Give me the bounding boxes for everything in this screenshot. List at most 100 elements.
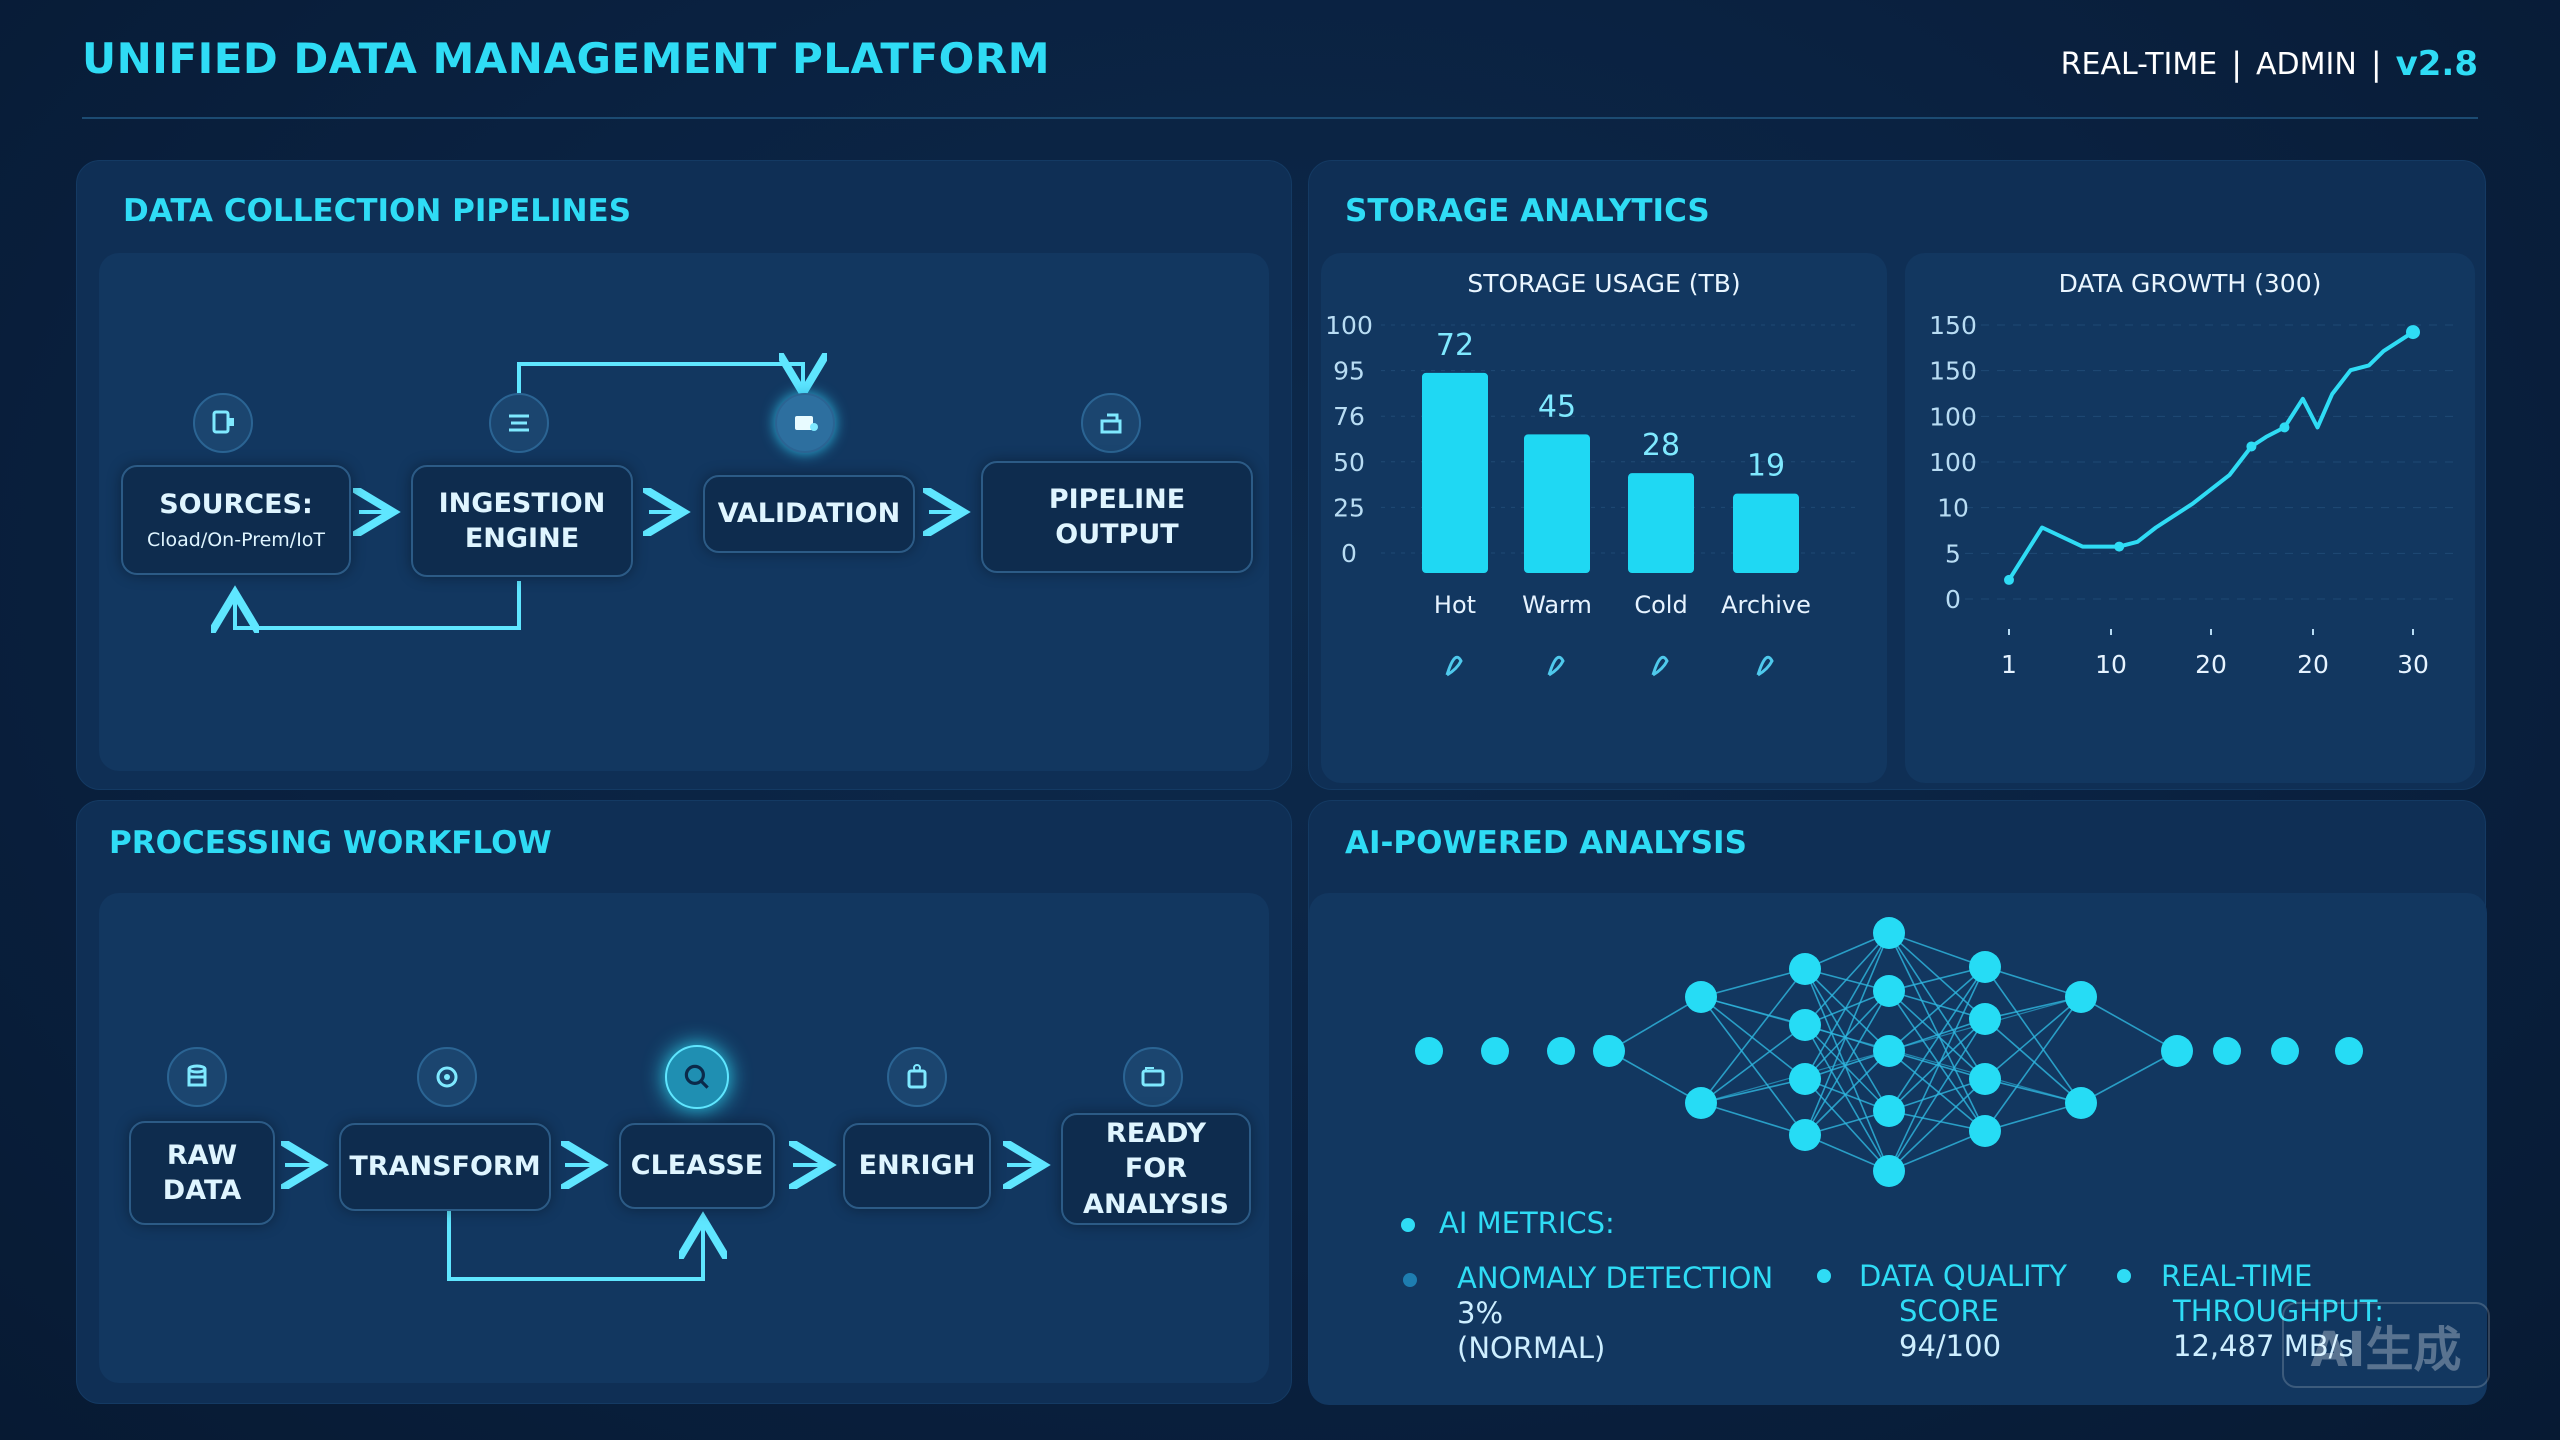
metric-anomaly: ANOMALY DETECTION 3% (NORMAL): [1457, 1261, 1773, 1365]
pipeline-node-ingestion[interactable]: INGESTION ENGINE: [411, 465, 633, 577]
metric-label-2: SCORE: [1899, 1293, 1999, 1328]
nn-node: [2065, 981, 2097, 1013]
nn-node: [1873, 1095, 1905, 1127]
feedback-connector: [517, 364, 803, 445]
workflow-node-transform[interactable]: TRANSFORM: [339, 1123, 551, 1211]
y-tick-label: 150: [1929, 357, 1977, 386]
metric-value: 94/100: [1899, 1328, 2002, 1363]
metric-note: (NORMAL): [1457, 1330, 1606, 1365]
y-tick-label: 100: [1325, 311, 1373, 340]
node-label: ENRIGH: [858, 1150, 976, 1182]
metric-quality: DATA QUALITY SCORE 94/100: [1859, 1259, 2067, 1363]
nn-edge: [1888, 1130, 1986, 1172]
version-label: v2.8: [2395, 44, 2478, 84]
y-tick-label: 100: [1929, 448, 1977, 477]
data-growth-chart: DATA GROWTH (300) 150 150 100 100 10 5 0 1 10 20 2…: [1905, 253, 2475, 783]
nn-node: [1969, 1063, 2001, 1095]
metric-label: ANOMALY DETECTION: [1457, 1261, 1774, 1295]
nn-edge: [1608, 996, 1702, 1052]
nn-node: [1969, 1115, 2001, 1147]
nn-edge: [1984, 996, 2082, 1020]
nn-node: [1593, 1035, 1625, 1067]
nn-output-dot: [2335, 1037, 2363, 1065]
ai-metrics-label: AI METRICS:: [1439, 1206, 1615, 1240]
node-sublabel: Cload/On-Prem/IoT: [146, 529, 326, 552]
nn-edge: [1700, 996, 1806, 1080]
ai-generated-watermark: AI生成: [2282, 1302, 2490, 1388]
metric-value: 3%: [1457, 1295, 1504, 1330]
pipelines-panel: DATA COLLECTION PIPELINES: [76, 160, 1292, 790]
nn-edge: [1984, 966, 2082, 998]
bar-data-label: 28: [1642, 428, 1680, 463]
pipeline-node-output[interactable]: PIPELINE OUTPUT: [981, 461, 1253, 573]
bar-chart-svg: 100 95 76 50 25 0 72 Hot 45 Warm 28 Cold 19 Archive: [1325, 311, 1861, 677]
nn-input-dot: [1415, 1037, 1443, 1065]
data-point: [2279, 422, 2290, 433]
y-tick-label: 150: [1929, 311, 1977, 340]
nn-node: [1969, 1003, 2001, 1035]
nn-edge: [1888, 966, 1986, 1052]
nn-edge: [1888, 1078, 1986, 1172]
nn-edge: [1888, 1050, 1986, 1132]
ai-title: AI-POWERED ANALYSIS: [1345, 825, 1747, 861]
storage-panel: STORAGE ANALYTICS STORAGE USAGE (TB) 100…: [1308, 160, 2486, 790]
loop-connector: [447, 1203, 703, 1281]
app-title: UNIFIED DATA MANAGEMENT PLATFORM: [82, 34, 1050, 83]
bar: [1422, 372, 1488, 573]
nn-edge: [1888, 932, 1986, 1080]
nn-edge: [1888, 1110, 1986, 1132]
nn-edge: [1804, 1024, 1890, 1172]
nn-edge: [1804, 932, 1890, 1080]
nn-edge: [1888, 966, 1986, 1172]
workflow-node-cleasse[interactable]: CLEASSE: [619, 1123, 775, 1209]
x-category-label: Warm: [1522, 591, 1592, 619]
search-icon: [665, 1045, 729, 1109]
node-label: CLEASSE: [630, 1150, 764, 1182]
nn-edge: [1804, 1024, 1890, 1112]
nn-edge: [1888, 966, 1986, 1112]
category-glyph-icon: [1651, 655, 1669, 677]
nn-node: [1789, 953, 1821, 985]
metric-bullet: [1403, 1273, 1417, 1287]
y-tick-label: 76: [1333, 402, 1365, 431]
nn-edge: [1700, 1102, 1806, 1136]
nn-node: [2065, 1087, 2097, 1119]
metrics-bullet: [1401, 1218, 1415, 1232]
nn-output-dot: [2271, 1037, 2299, 1065]
role-label[interactable]: ADMIN: [2256, 46, 2357, 82]
nn-node: [1685, 981, 1717, 1013]
pipeline-node-validation[interactable]: VALIDATION: [703, 475, 915, 553]
nn-output-dot: [2213, 1037, 2241, 1065]
data-point: [2114, 541, 2125, 552]
workflow-node-ready[interactable]: READY FOR ANALYSIS: [1061, 1113, 1251, 1225]
nn-node: [1969, 951, 2001, 983]
metric-bullet: [2117, 1269, 2131, 1283]
mode-label[interactable]: REAL-TIME: [2060, 46, 2218, 82]
refresh-icon: [417, 1047, 477, 1107]
storage-usage-chart: STORAGE USAGE (TB) 100 95 76 50 25 0 72 Hot 45 Wa…: [1321, 253, 1887, 783]
workflow-title: PROCESSING WORKFLOW: [109, 825, 552, 861]
category-glyph-icon: [1547, 655, 1565, 677]
workflow-panel: PROCESSING WORKFLOW: [76, 800, 1292, 1404]
nn-edge: [1984, 966, 2082, 1104]
nn-edge: [1804, 932, 1890, 1136]
x-tick-label: 20: [2297, 650, 2329, 679]
y-tick-label: 25: [1333, 493, 1365, 522]
tag-icon: [887, 1047, 947, 1107]
pipelines-canvas: SOURCES: Cload/On-Prem/IoT INGESTION ENG…: [99, 253, 1269, 771]
x-category-label: Archive: [1721, 591, 1811, 619]
bar-data-label: 72: [1436, 328, 1474, 363]
workflow-node-raw-data[interactable]: RAW DATA: [129, 1121, 275, 1225]
pipeline-node-sources[interactable]: SOURCES: Cload/On-Prem/IoT: [121, 465, 351, 575]
nn-node: [1873, 1155, 1905, 1187]
nn-edge: [1804, 968, 1890, 1052]
nn-input-dot: [1481, 1037, 1509, 1065]
nn-edge: [1700, 1078, 1806, 1104]
metric-bullet: [1817, 1269, 1831, 1283]
nn-edge: [1984, 996, 2082, 1132]
nn-edge: [1804, 1078, 1890, 1172]
nn-edge: [1888, 1018, 1986, 1172]
x-tick-label: 30: [2397, 650, 2429, 679]
workflow-node-enrigh[interactable]: ENRIGH: [843, 1123, 991, 1209]
data-point: [2004, 574, 2014, 585]
